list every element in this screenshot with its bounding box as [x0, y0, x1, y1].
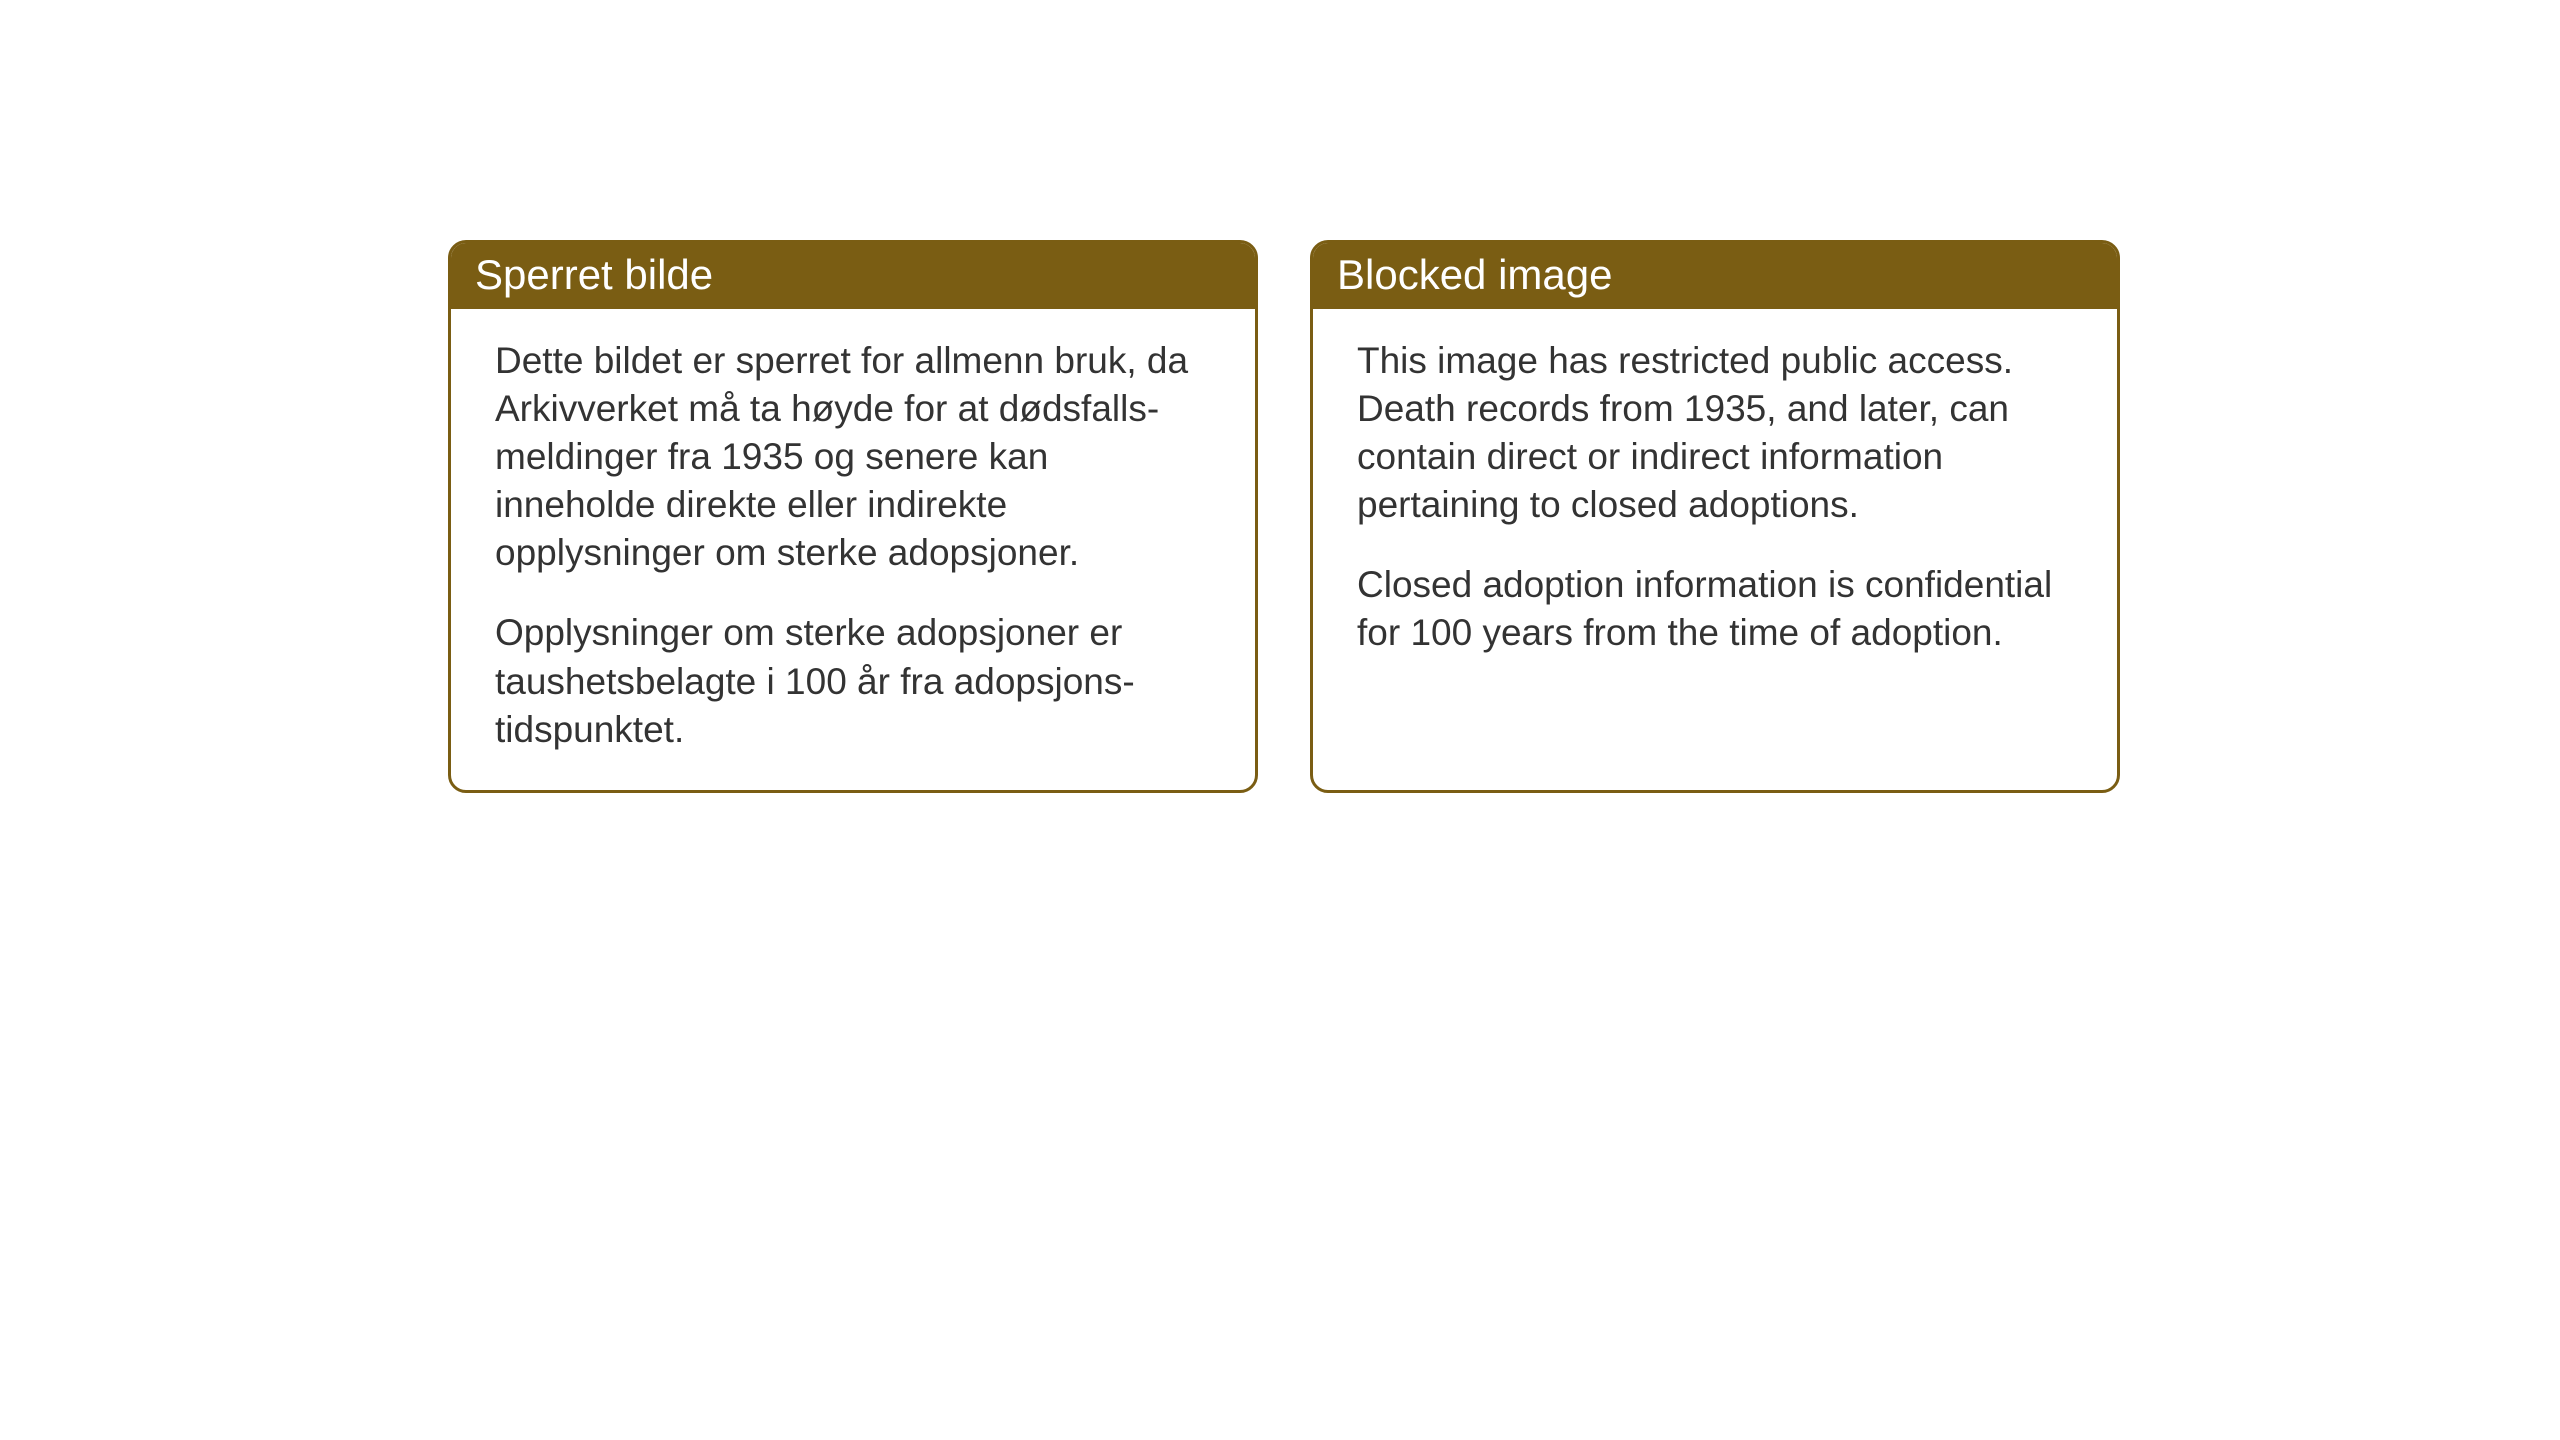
card-title-english: Blocked image — [1313, 243, 2117, 309]
notice-card-english: Blocked image This image has restricted … — [1310, 240, 2120, 793]
card-paragraph: This image has restricted public access.… — [1357, 337, 2073, 529]
notice-card-norwegian: Sperret bilde Dette bildet er sperret fo… — [448, 240, 1258, 793]
notice-container: Sperret bilde Dette bildet er sperret fo… — [448, 240, 2120, 793]
card-body-english: This image has restricted public access.… — [1313, 309, 2117, 694]
card-paragraph: Closed adoption information is confident… — [1357, 561, 2073, 657]
card-title-norwegian: Sperret bilde — [451, 243, 1255, 309]
card-paragraph: Dette bildet er sperret for allmenn bruk… — [495, 337, 1211, 577]
card-body-norwegian: Dette bildet er sperret for allmenn bruk… — [451, 309, 1255, 790]
card-paragraph: Opplysninger om sterke adopsjoner er tau… — [495, 609, 1211, 753]
